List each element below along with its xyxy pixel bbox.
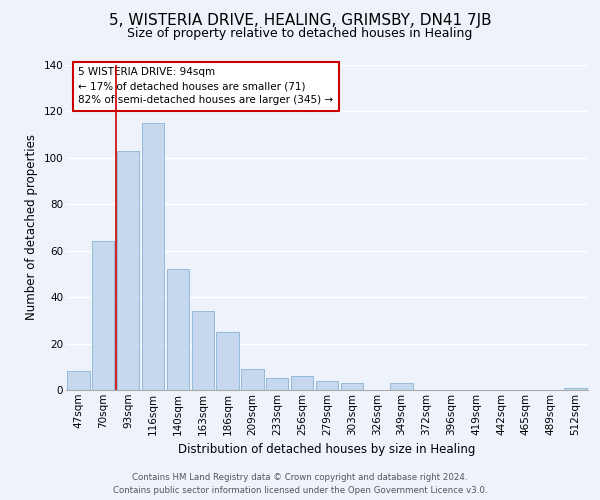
Bar	[67, 372, 89, 390]
Bar	[117, 151, 139, 390]
Text: Contains HM Land Registry data © Crown copyright and database right 2024.
Contai: Contains HM Land Registry data © Crown c…	[113, 473, 487, 495]
Bar	[391, 383, 413, 390]
Bar	[565, 388, 587, 390]
Bar	[92, 242, 115, 390]
Text: 5 WISTERIA DRIVE: 94sqm
← 17% of detached houses are smaller (71)
82% of semi-de: 5 WISTERIA DRIVE: 94sqm ← 17% of detache…	[79, 68, 334, 106]
Bar	[167, 270, 189, 390]
Bar	[341, 383, 363, 390]
Bar	[266, 378, 289, 390]
Bar	[241, 369, 263, 390]
Bar	[291, 376, 313, 390]
Bar	[217, 332, 239, 390]
Bar	[191, 311, 214, 390]
Y-axis label: Number of detached properties: Number of detached properties	[25, 134, 38, 320]
Text: Size of property relative to detached houses in Healing: Size of property relative to detached ho…	[127, 28, 473, 40]
Text: 5, WISTERIA DRIVE, HEALING, GRIMSBY, DN41 7JB: 5, WISTERIA DRIVE, HEALING, GRIMSBY, DN4…	[109, 12, 491, 28]
X-axis label: Distribution of detached houses by size in Healing: Distribution of detached houses by size …	[178, 443, 476, 456]
Bar	[142, 123, 164, 390]
Bar	[316, 380, 338, 390]
